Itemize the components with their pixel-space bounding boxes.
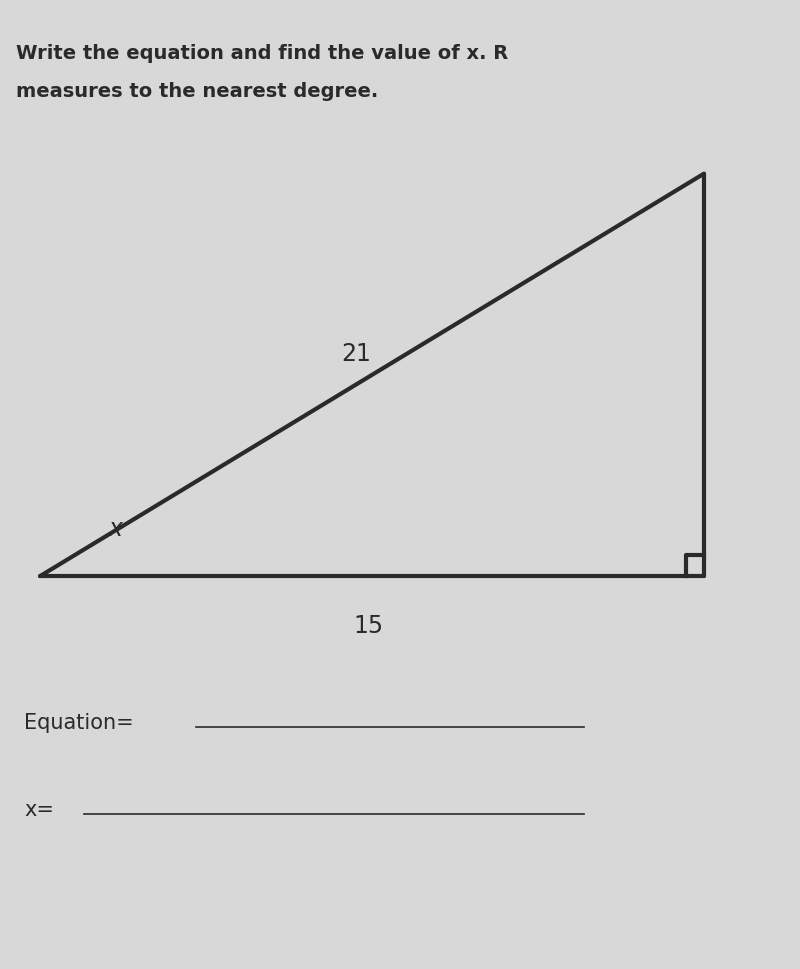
Text: x=: x= (24, 799, 54, 819)
Text: 21: 21 (341, 342, 371, 365)
Text: 15: 15 (353, 613, 383, 637)
Text: x: x (109, 516, 123, 540)
Text: Equation=: Equation= (24, 712, 134, 732)
Text: Write the equation and find the value of x. R: Write the equation and find the value of… (16, 44, 508, 63)
Text: measures to the nearest degree.: measures to the nearest degree. (16, 82, 378, 102)
